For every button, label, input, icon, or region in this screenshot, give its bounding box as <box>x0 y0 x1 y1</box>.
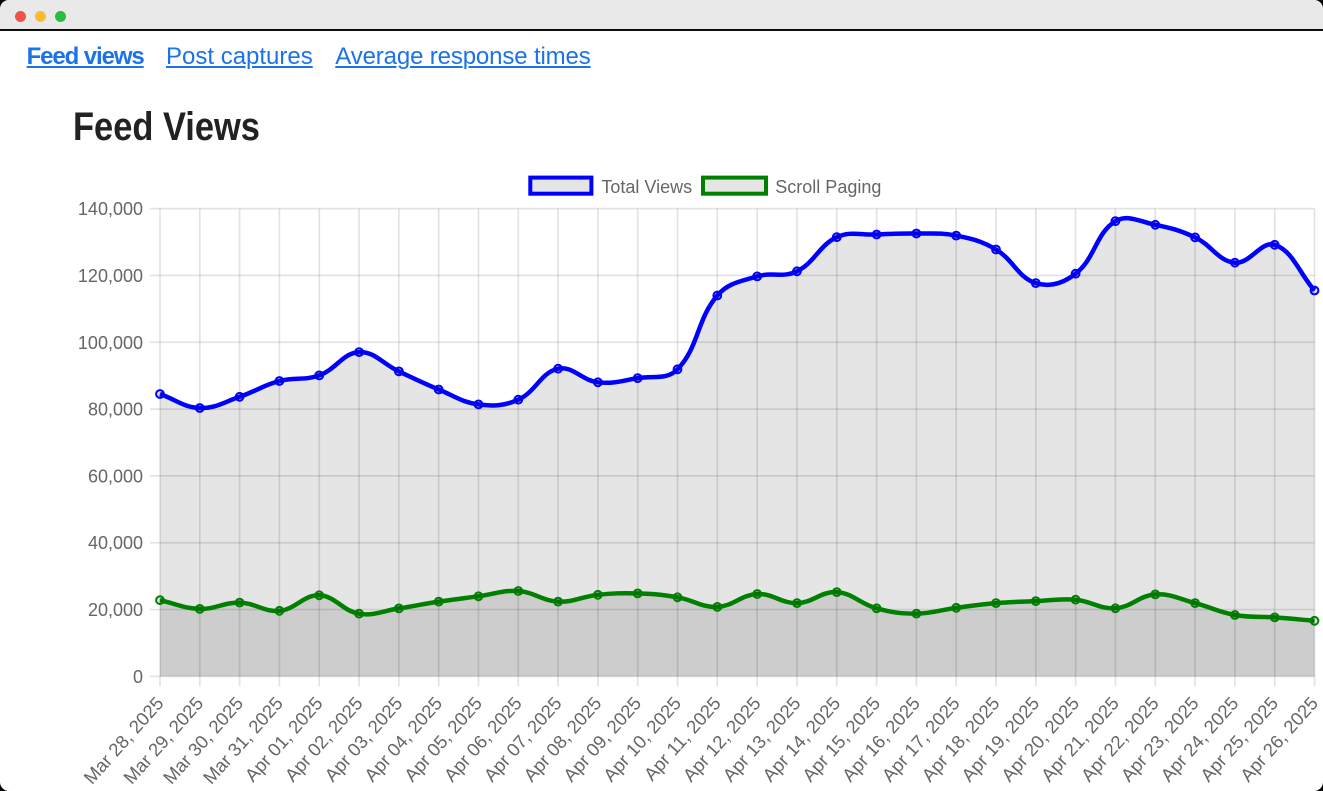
svg-text:Scroll Paging: Scroll Paging <box>775 177 881 197</box>
svg-text:Total Views: Total Views <box>601 177 692 197</box>
svg-text:20,000: 20,000 <box>88 600 143 620</box>
svg-text:120,000: 120,000 <box>78 266 143 286</box>
svg-text:0: 0 <box>133 667 143 687</box>
svg-text:60,000: 60,000 <box>88 466 143 486</box>
svg-text:100,000: 100,000 <box>78 333 143 353</box>
svg-text:80,000: 80,000 <box>88 400 143 420</box>
svg-text:140,000: 140,000 <box>78 199 143 219</box>
svg-text:40,000: 40,000 <box>88 533 143 553</box>
